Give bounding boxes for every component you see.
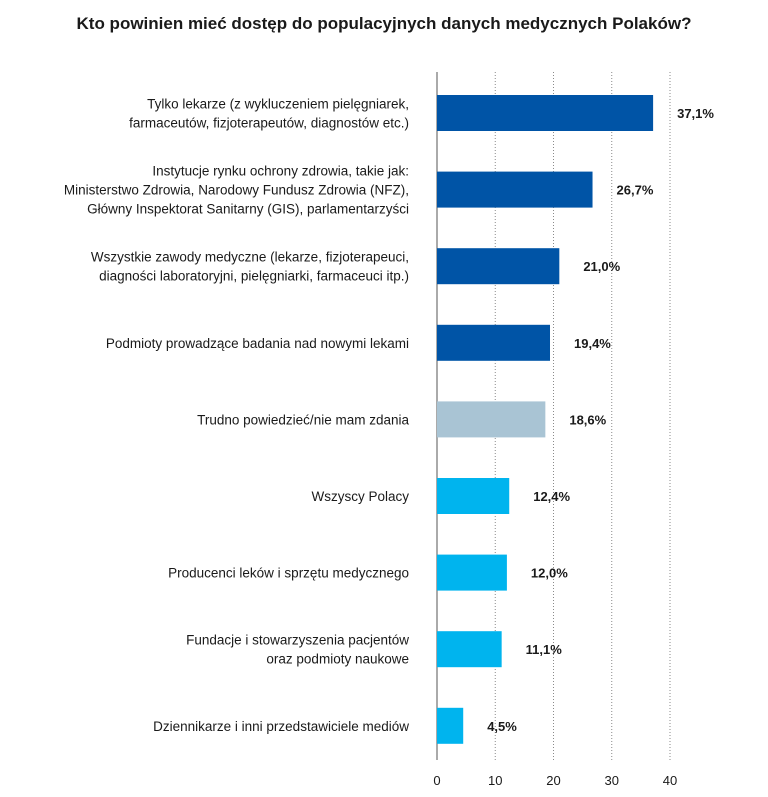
bar xyxy=(437,171,593,208)
data-label: 12,0% xyxy=(531,566,568,581)
data-label: 12,4% xyxy=(533,489,570,504)
bar xyxy=(437,248,560,285)
category-label: Dziennikarze i inni przedstawiciele medi… xyxy=(153,719,409,734)
category-label: diagności laboratoryjni, pielęgniarki, f… xyxy=(99,269,409,284)
data-label: 19,4% xyxy=(574,336,611,351)
bar xyxy=(437,707,464,744)
category-label: farmaceutów, fizjoterapeutów, diagnostów… xyxy=(129,116,409,131)
data-label: 11,1% xyxy=(526,642,563,657)
category-label: Wszyscy Polacy xyxy=(311,489,409,504)
bar xyxy=(437,95,654,131)
x-tick-label: 20 xyxy=(546,773,560,788)
data-label: 26,7% xyxy=(617,183,654,198)
x-tick-label: 30 xyxy=(605,773,619,788)
x-tick-label: 0 xyxy=(433,773,440,788)
data-label: 21,0% xyxy=(583,259,620,274)
bar xyxy=(437,478,510,514)
category-label: Instytucje rynku ochrony zdrowia, takie … xyxy=(152,164,409,179)
bar xyxy=(437,324,551,361)
category-label: Główny Inspektorat Sanitarny (GIS), parl… xyxy=(87,202,409,217)
chart-title: Kto powinien mieć dostęp do populacyjnyc… xyxy=(76,14,692,33)
x-tick-label: 10 xyxy=(488,773,502,788)
category-label: Tylko lekarze (z wykluczeniem pielęgniar… xyxy=(147,97,409,112)
data-label: 37,1% xyxy=(677,106,714,121)
bar xyxy=(437,554,507,591)
category-label: oraz podmioty naukowe xyxy=(266,652,409,667)
category-label: Producenci leków i sprzętu medycznego xyxy=(168,566,409,581)
x-tick-label: 40 xyxy=(663,773,677,788)
category-label: Ministerstwo Zdrowia, Narodowy Fundusz Z… xyxy=(64,183,409,198)
data-label: 18,6% xyxy=(569,412,606,427)
category-label: Trudno powiedzieć/nie mam zdania xyxy=(197,412,409,427)
bar xyxy=(437,631,502,668)
category-label: Podmioty prowadzące badania nad nowymi l… xyxy=(106,336,409,351)
data-label: 4,5% xyxy=(487,719,517,734)
category-label: Wszystkie zawody medyczne (lekarze, fizj… xyxy=(91,250,409,265)
bar xyxy=(437,401,546,438)
category-label: Fundacje i stowarzyszenia pacjentów xyxy=(186,633,409,648)
